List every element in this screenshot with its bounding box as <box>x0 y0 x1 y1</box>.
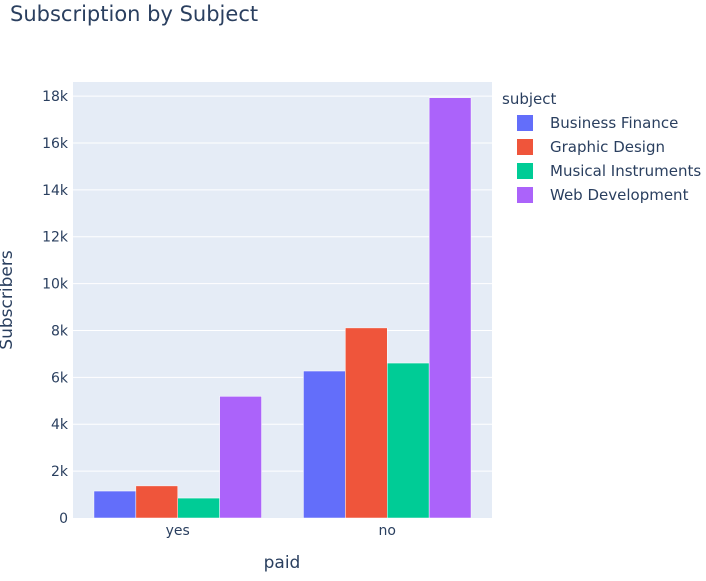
x-axis-title: paid <box>264 553 301 573</box>
bar-business-finance-yes[interactable] <box>93 490 137 519</box>
legend-swatch <box>517 115 533 131</box>
legend-title: subject <box>502 90 556 108</box>
legend-item-label[interactable]: Business Finance <box>550 114 678 132</box>
y-tick-label: 0 <box>59 511 68 527</box>
y-tick-labels: 0 2k 4k 6k 8k 10k 12k 14k 16k 18k <box>42 89 69 527</box>
y-tick-label: 14k <box>42 183 69 199</box>
y-tick-label: 4k <box>51 417 69 433</box>
bars <box>93 97 472 519</box>
bar-graphic-design-no[interactable] <box>345 327 388 519</box>
legend-swatch <box>517 163 533 179</box>
gridlines <box>73 95 492 472</box>
bar-web-development-yes[interactable] <box>219 396 262 519</box>
y-tick-label: 10k <box>42 277 69 293</box>
legend-swatch <box>517 139 533 155</box>
bar-musical-instruments-yes[interactable] <box>177 497 220 519</box>
y-tick-label: 2k <box>51 464 69 480</box>
bar-web-development-no[interactable] <box>428 97 472 519</box>
legend-item-label[interactable]: Musical Instruments <box>550 162 701 180</box>
x-tick-labels: yes no <box>166 523 396 539</box>
y-tick-label: 12k <box>42 230 69 246</box>
y-tick-label: 6k <box>51 370 69 386</box>
bar-graphic-design-yes[interactable] <box>135 485 179 519</box>
x-tick-label: yes <box>166 523 190 539</box>
chart-title: Subscription by Subject <box>10 2 259 26</box>
y-tick-label: 18k <box>42 89 69 105</box>
legend-swatch <box>517 187 533 203</box>
y-axis-title: Subscribers <box>0 250 17 350</box>
legend: subject Business Finance Graphic Design Mu… <box>502 90 701 204</box>
bar-musical-instruments-no[interactable] <box>387 362 430 519</box>
legend-item-label[interactable]: Graphic Design <box>550 138 665 156</box>
y-tick-label: 16k <box>42 136 69 152</box>
y-tick-label: 8k <box>51 323 69 339</box>
legend-item-label[interactable]: Web Development <box>550 186 689 204</box>
x-tick-label: no <box>379 523 396 539</box>
bar-business-finance-no[interactable] <box>303 370 346 519</box>
